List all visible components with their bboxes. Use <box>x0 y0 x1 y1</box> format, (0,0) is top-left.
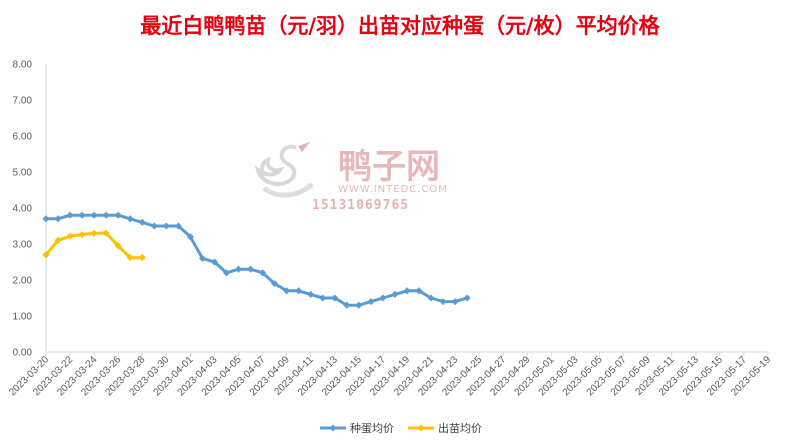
data-point <box>391 290 399 298</box>
data-point <box>379 294 387 302</box>
data-point <box>439 298 447 306</box>
duck-logo-icon <box>254 142 314 198</box>
series-layer <box>42 211 471 309</box>
legend-item: 种蛋均价 <box>320 421 394 435</box>
y-tick-label: 2.00 <box>13 276 33 287</box>
data-point <box>162 222 170 230</box>
data-point <box>42 215 50 223</box>
data-point <box>54 236 62 244</box>
y-tick-label: 8.00 <box>13 60 33 71</box>
legend-item: 出苗均价 <box>408 421 482 435</box>
watermark-url: WWW.INTEDC.COM <box>338 184 448 195</box>
data-point <box>283 287 291 295</box>
y-tick-label: 4.00 <box>13 204 33 215</box>
y-tick-label: 6.00 <box>13 132 33 143</box>
data-point <box>295 287 303 295</box>
data-point <box>126 215 134 223</box>
data-point <box>271 280 279 288</box>
series-出苗均价 <box>42 229 146 262</box>
data-point <box>451 298 459 306</box>
data-point <box>247 265 255 273</box>
data-point <box>415 287 423 295</box>
data-point <box>234 265 243 273</box>
y-tick-label: 0.00 <box>13 348 33 359</box>
data-point <box>114 211 122 219</box>
data-point <box>66 211 74 219</box>
data-point <box>319 294 327 302</box>
data-point <box>186 233 194 241</box>
data-point <box>307 290 315 298</box>
series-line <box>46 213 468 307</box>
data-point <box>463 294 471 302</box>
y-tick-label: 1.00 <box>13 312 33 323</box>
legend-label: 出苗均价 <box>438 421 482 435</box>
data-point <box>66 232 74 240</box>
data-point <box>331 294 339 302</box>
data-point <box>102 229 110 237</box>
data-point <box>403 287 411 295</box>
y-tick-label: 5.00 <box>13 168 33 179</box>
y-tick-label: 3.00 <box>13 240 33 251</box>
legend: 种蛋均价 出苗均价 <box>320 421 482 435</box>
data-point <box>114 242 122 250</box>
axes: 0.001.002.003.004.005.006.007.008.002023… <box>7 60 773 399</box>
watermark-brand: 鸭子网 <box>338 147 440 187</box>
watermark-phone: 15131069765 <box>312 198 409 213</box>
watermark: 鸭子网 WWW.INTEDC.COM 15131069765 <box>254 142 448 213</box>
data-point <box>78 211 86 219</box>
data-point <box>102 211 110 219</box>
legend-marker <box>417 424 425 432</box>
series-种蛋均价 <box>42 211 471 309</box>
data-point <box>259 269 267 277</box>
data-point <box>138 254 146 262</box>
data-point <box>174 222 182 230</box>
data-point <box>90 211 98 219</box>
data-point <box>343 301 351 309</box>
data-point <box>138 218 146 226</box>
chart-title: 最近白鸭鸭苗（元/羽）出苗对应种蛋（元/枚）平均价格 <box>140 14 660 38</box>
data-point <box>355 301 363 309</box>
legend-marker <box>329 424 337 432</box>
data-point <box>54 215 62 223</box>
data-point <box>150 222 158 230</box>
data-point <box>222 269 231 277</box>
data-point <box>78 231 86 239</box>
data-point <box>90 229 98 237</box>
data-point <box>210 258 219 266</box>
series-line <box>44 231 143 260</box>
data-point <box>367 298 375 306</box>
data-point <box>198 254 206 262</box>
data-point <box>427 294 435 302</box>
y-tick-label: 7.00 <box>13 96 33 107</box>
legend-label: 种蛋均价 <box>350 421 394 435</box>
